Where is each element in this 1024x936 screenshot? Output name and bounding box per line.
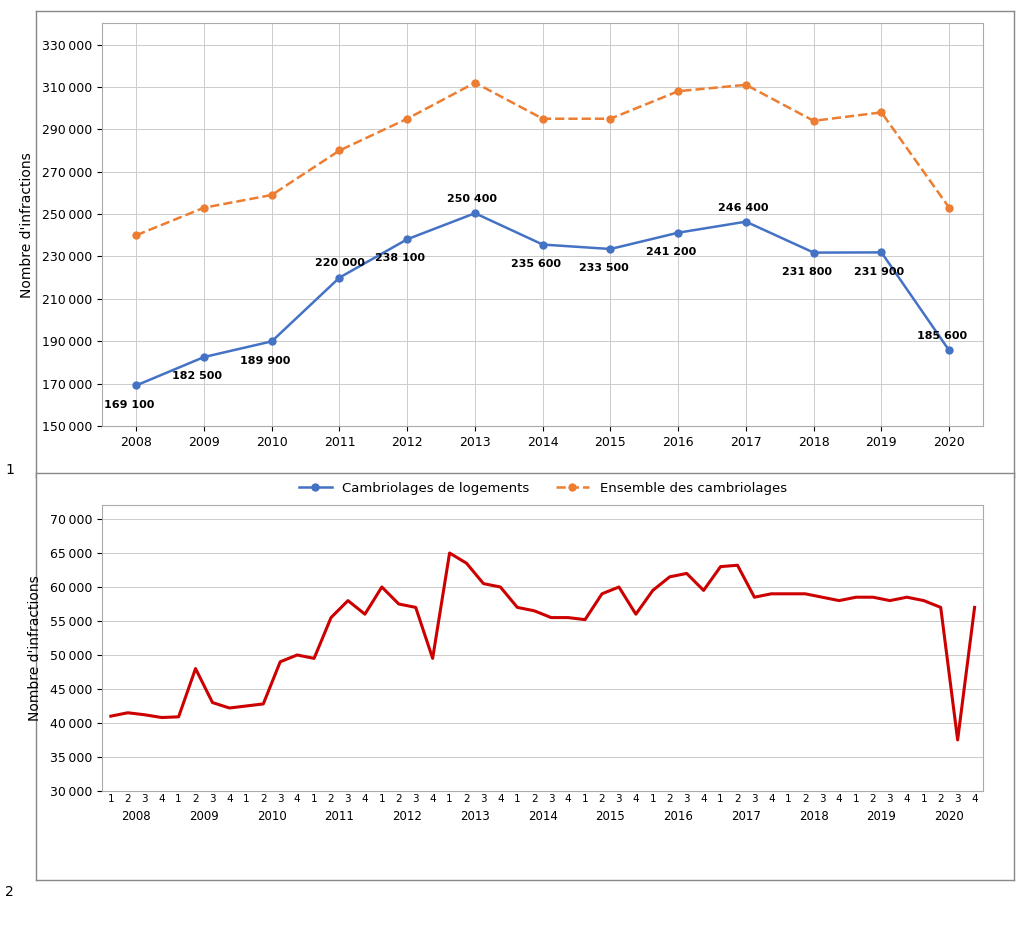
Text: 233 500: 233 500 xyxy=(579,263,629,273)
Y-axis label: Nombre d'infractions: Nombre d'infractions xyxy=(20,152,34,298)
Text: 189 900: 189 900 xyxy=(240,356,290,366)
Text: 2014: 2014 xyxy=(527,811,558,823)
Text: 2010: 2010 xyxy=(257,811,287,823)
Text: 2: 2 xyxy=(5,885,14,899)
Line: Ensemble des cambriolages: Ensemble des cambriolages xyxy=(133,80,952,239)
Text: 2016: 2016 xyxy=(664,811,693,823)
Text: 231 900: 231 900 xyxy=(854,267,904,277)
Cambriolages de logements xyxy=(739,216,752,227)
Ensemble des cambriolages xyxy=(130,229,142,241)
Line: Cambriolages de logements: Cambriolages de logements xyxy=(133,210,952,388)
Text: 2020: 2020 xyxy=(934,811,964,823)
Ensemble des cambriolages xyxy=(672,85,684,96)
Legend: Cambriolages de logements, Ensemble des cambriolages: Cambriolages de logements, Ensemble des … xyxy=(294,476,792,501)
Y-axis label: Nombre d'infractions: Nombre d'infractions xyxy=(28,576,42,721)
Cambriolages de logements xyxy=(469,208,481,219)
Cambriolages de logements xyxy=(265,336,278,347)
Text: 2019: 2019 xyxy=(866,811,896,823)
Text: 2017: 2017 xyxy=(731,811,761,823)
Cambriolages de logements xyxy=(537,239,549,250)
Text: 220 000: 220 000 xyxy=(314,258,365,269)
Ensemble des cambriolages xyxy=(808,115,820,126)
Ensemble des cambriolages xyxy=(265,189,278,200)
Text: 2018: 2018 xyxy=(799,811,828,823)
Cambriolages de logements xyxy=(672,227,684,239)
Text: 2009: 2009 xyxy=(189,811,219,823)
Ensemble des cambriolages xyxy=(739,80,752,91)
Text: 2011: 2011 xyxy=(325,811,354,823)
Ensemble des cambriolages xyxy=(604,113,616,124)
Text: 238 100: 238 100 xyxy=(375,254,425,263)
Text: 2015: 2015 xyxy=(596,811,626,823)
Ensemble des cambriolages xyxy=(537,113,549,124)
Cambriolages de logements xyxy=(876,247,888,258)
Cambriolages de logements xyxy=(130,380,142,391)
Cambriolages de logements xyxy=(604,243,616,255)
Ensemble des cambriolages xyxy=(401,113,414,124)
Text: 231 800: 231 800 xyxy=(781,267,831,277)
Cambriolages de logements xyxy=(943,344,955,356)
Ensemble des cambriolages xyxy=(334,145,346,156)
Text: 1: 1 xyxy=(5,463,14,477)
Text: 2012: 2012 xyxy=(392,811,422,823)
Text: 169 100: 169 100 xyxy=(104,400,155,410)
Cambriolages de logements xyxy=(198,351,210,362)
Text: 250 400: 250 400 xyxy=(447,194,498,204)
Ensemble des cambriolages xyxy=(876,107,888,118)
Text: 2013: 2013 xyxy=(460,811,489,823)
Text: 235 600: 235 600 xyxy=(511,258,561,269)
Cambriolages de logements xyxy=(334,272,346,284)
Cambriolages de logements xyxy=(808,247,820,258)
Text: 182 500: 182 500 xyxy=(172,372,222,381)
Cambriolages de logements xyxy=(401,234,414,245)
Ensemble des cambriolages xyxy=(469,77,481,88)
Text: 246 400: 246 400 xyxy=(718,202,768,212)
Text: 2008: 2008 xyxy=(122,811,152,823)
Ensemble des cambriolages xyxy=(943,202,955,213)
Text: 241 200: 241 200 xyxy=(646,247,696,256)
Ensemble des cambriolages xyxy=(198,202,210,213)
Text: 185 600: 185 600 xyxy=(918,331,968,342)
